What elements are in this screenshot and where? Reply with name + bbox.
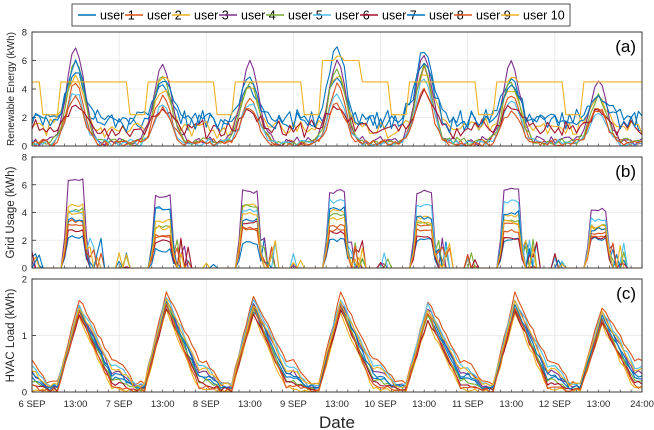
legend-label: user 3: [194, 9, 229, 23]
panel-0-ytick-label: 2: [22, 113, 27, 124]
panel-0-label: (a): [615, 37, 636, 56]
panel-1-ytick-label: 0: [22, 264, 27, 275]
legend-entry: user 5: [266, 9, 323, 23]
xtick-label: 8 SEP: [193, 399, 220, 410]
legend-label: user 9: [476, 9, 511, 23]
legend-label: user 8: [429, 9, 464, 23]
legend-entry: user 3: [172, 9, 229, 23]
panel-2-ylabel: HVAC Load (kWh): [5, 288, 17, 382]
legend-entry: user 1: [78, 9, 135, 23]
legend-entry: user 6: [313, 9, 370, 23]
legend-label: user 1: [100, 9, 135, 23]
panel-1-label: (b): [615, 162, 636, 181]
xtick-label: 10 SEP: [364, 399, 396, 410]
panel-0-ylabel: Renewable Energy (kWh): [6, 32, 17, 146]
panel-0-series-3-line: [31, 74, 643, 139]
legend-label: user 6: [335, 9, 370, 23]
legend-entry: user 7: [360, 9, 417, 23]
panel-1-ytick-label: 8: [22, 153, 27, 164]
xtick-label: 9 SEP: [280, 399, 307, 410]
panel-0-series-10-line: [32, 55, 642, 116]
xtick-label: 13:00: [499, 399, 523, 410]
xtick-label: 13:00: [412, 399, 436, 410]
panel-0-ytick-label: 6: [22, 56, 27, 67]
legend-entry: user 2: [125, 9, 182, 23]
panel-2-ytick-label: 2: [22, 275, 27, 286]
xtick-label: 7 SEP: [106, 399, 133, 410]
panel-2-series-10-line: [31, 298, 643, 389]
legend-label: user 7: [382, 9, 417, 23]
panel-1-ylabel: Grid Usage (kWh): [5, 166, 17, 258]
xtick-label: 13:00: [587, 399, 611, 410]
xtick-label: 6 SEP: [19, 399, 46, 410]
legend-entry: user 10: [501, 9, 565, 23]
panel-2-series-2-line: [31, 291, 643, 386]
panel-1-ytick-label: 6: [22, 180, 27, 191]
xtick-label: 13:00: [64, 399, 88, 410]
xtick-label: 24:00: [630, 399, 654, 410]
panel-1-frame: [31, 156, 643, 269]
panel-2-frame: [31, 278, 643, 393]
panel-0-series-4-line: [31, 47, 643, 147]
panel-0-ytick-label: 4: [22, 85, 27, 96]
legend-label: user 2: [147, 9, 182, 23]
panel-0-ytick-label: 8: [22, 28, 27, 39]
legend-label: user 4: [241, 9, 276, 23]
legend-entry: user 9: [454, 9, 511, 23]
panel-2-ytick-label: 0: [22, 388, 27, 399]
xtick-label: 13:00: [325, 399, 349, 410]
panel-0-series-8-line: [31, 46, 643, 134]
xtick-label: 11 SEP: [452, 399, 484, 410]
panel-2-label: (c): [616, 284, 636, 303]
legend-label: user 10: [523, 9, 565, 23]
x-axis-label: Date: [319, 413, 355, 430]
xtick-label: 12 SEP: [539, 399, 571, 410]
panel-0-frame: [31, 31, 643, 147]
legend-entry: user 4: [219, 9, 276, 23]
panel-0-ytick-label: 0: [22, 142, 27, 153]
panel-1-ytick-label: 4: [22, 208, 27, 219]
legend-label: user 5: [288, 9, 323, 23]
panel-2-series-6-line: [31, 297, 643, 388]
panel-2-ytick-label: 1: [22, 331, 27, 342]
xtick-label: 13:00: [238, 399, 262, 410]
panel-0-series-7-line: [31, 88, 643, 140]
xtick-label: 13:00: [151, 399, 175, 410]
legend-entry: user 8: [407, 9, 464, 23]
panel-0-series-9-line: [31, 87, 643, 147]
panel-1-ytick-label: 2: [22, 236, 27, 247]
